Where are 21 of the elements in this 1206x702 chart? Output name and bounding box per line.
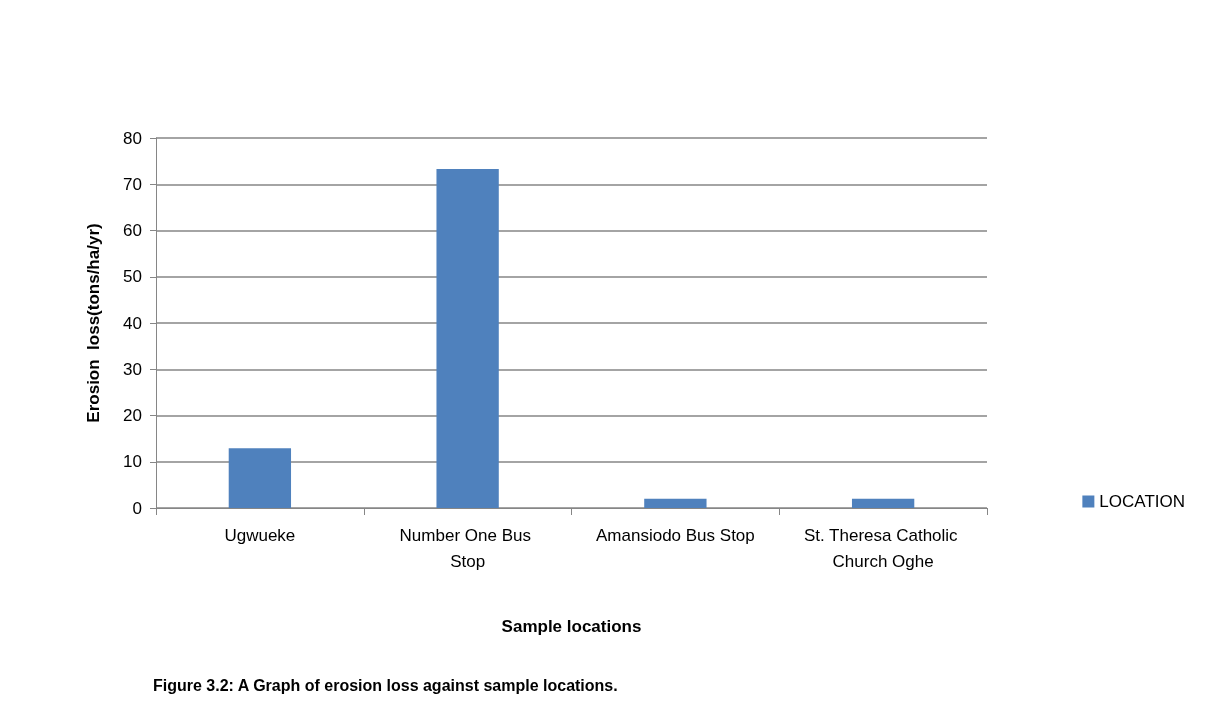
x-axis-title: Sample locations	[501, 617, 642, 636]
y-tick-label: 80	[123, 128, 142, 148]
y-tick-label: 40	[123, 313, 142, 333]
x-tick-label: Number One Bus Stop	[399, 525, 536, 571]
y-tick-label: 30	[123, 359, 142, 379]
text: Figure 3.2: A Graph of erosion loss against sample locations.	[153, 676, 618, 694]
y-tick-label: 10	[123, 452, 142, 472]
bar	[644, 498, 707, 508]
bar	[228, 448, 292, 508]
y-tick-label: 0	[132, 498, 142, 518]
x-tick-label: Amansiodo Bus Stop	[595, 525, 755, 545]
y-tick-label: 50	[123, 267, 142, 287]
bar	[851, 498, 915, 508]
x-tick-label: Ugwueke	[224, 525, 296, 545]
y-tick-label: 60	[123, 221, 142, 240]
y-tick-label: 70	[123, 174, 142, 194]
y-axis-title: Erosion loss(tons/ha/yr)	[84, 223, 103, 423]
bar	[436, 168, 499, 508]
y-tick-label: 20	[123, 406, 142, 425]
legend-label: LOCATION	[1099, 492, 1185, 511]
x-tick-label: St. Theresa Catholic Church Oghe	[803, 525, 963, 571]
